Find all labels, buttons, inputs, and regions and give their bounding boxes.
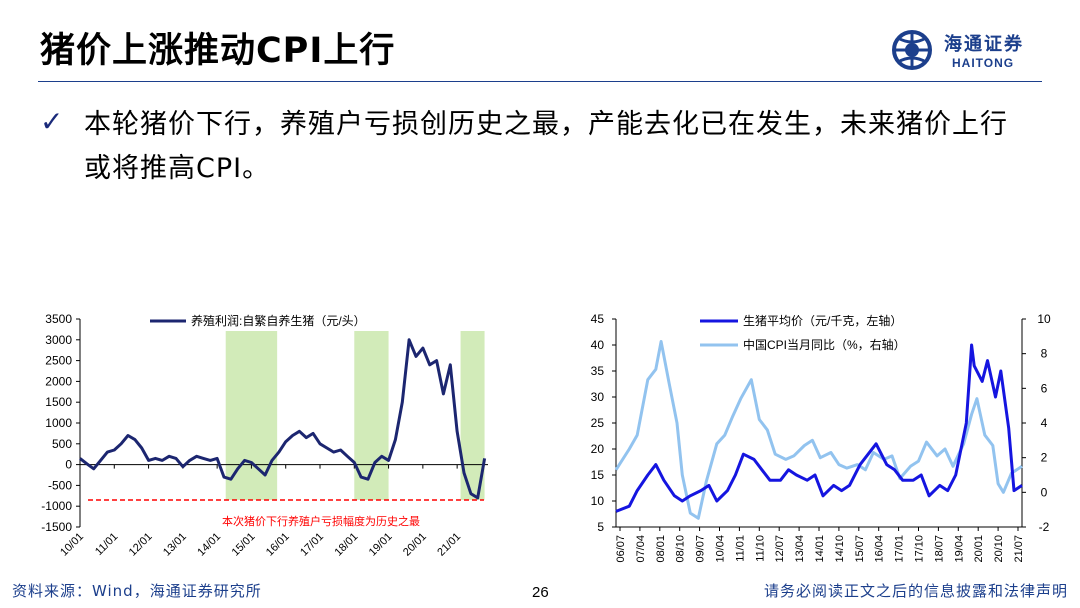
series-line-profit	[79, 338, 487, 500]
y-tick-label: 0	[65, 458, 72, 472]
series-line-pig-price	[615, 343, 1023, 513]
series-line-cpi	[614, 340, 1023, 520]
chart-pig-farming-profit: 3500 3000 2500 2000 1500 1000 500 0 -500 -1000 -15…	[41, 312, 488, 559]
y-tick-label: -1000	[41, 499, 72, 513]
x-tick-label: 15/01	[230, 531, 258, 559]
x-tick-label: 14/01	[814, 535, 826, 563]
x-tick-label: 15/07	[854, 535, 866, 563]
x-tick-label: 08/01	[655, 535, 667, 563]
x-tick-label: 06/07	[615, 535, 627, 563]
y-tick-label-right: -2	[1039, 520, 1050, 534]
x-tick-label: 08/10	[675, 535, 687, 563]
footer-source: 资料来源：Wind，海通证券研究所	[12, 582, 262, 600]
x-tick-label: 13/01	[161, 531, 189, 559]
x-tick-label: 20/01	[973, 535, 985, 563]
x-tick-label: 14/10	[834, 535, 846, 563]
logo-text-en: HAITONG	[952, 56, 1015, 70]
y-tick-label: 1500	[45, 395, 72, 409]
x-tick-label: 20/10	[993, 535, 1005, 563]
x-tick-label: 10/01	[58, 531, 86, 559]
y-tick-label: 1000	[45, 416, 72, 430]
y-tick-label-left: 30	[591, 390, 605, 404]
x-tick-label: 18/07	[933, 535, 945, 563]
x-tick-label: 13/04	[794, 535, 806, 563]
x-tick-label: 11/10	[754, 535, 766, 562]
footer-disclaimer: 请务必阅读正文之后的信息披露和法律声明	[763, 582, 1068, 600]
x-tick-label: 16/04	[874, 535, 886, 563]
x-tick-label: 12/07	[774, 535, 786, 563]
y-tick-label-right: 2	[1041, 451, 1048, 465]
x-tick-label: 17/01	[894, 535, 906, 563]
y-tick-label-left: 45	[591, 312, 605, 326]
page-number: 26	[532, 584, 549, 601]
y-tick-label: 3000	[45, 333, 72, 347]
x-tick-label: 10/04	[715, 535, 727, 563]
legend-label-profit: 养殖利润:自繁自养生猪（元/头）	[191, 313, 366, 328]
company-logo: 海通证券 HAITONG	[888, 26, 1038, 76]
y-tick-label-right: 8	[1041, 347, 1048, 361]
legend-label-cpi: 中国CPI当月同比（%，右轴）	[743, 337, 906, 352]
x-tick-label: 14/01	[195, 531, 223, 559]
y-tick-label-left: 20	[591, 442, 605, 456]
y-tick-label-left: 35	[591, 364, 605, 378]
x-tick-label: 16/01	[264, 531, 292, 559]
y-tick-label-right: 4	[1041, 416, 1048, 430]
y-tick-label: -1500	[41, 520, 72, 534]
x-tick-label: 19/04	[953, 535, 965, 563]
x-tick-label: 17/10	[914, 535, 926, 563]
x-tick-label: 21/07	[1013, 535, 1025, 563]
legend-label-pig-price: 生猪平均价（元/千克，左轴）	[743, 313, 902, 328]
y-tick-label-left: 25	[591, 416, 605, 430]
x-tick-label: 12/01	[127, 531, 155, 559]
y-tick-label: 2000	[45, 374, 72, 388]
x-tick-label: 07/04	[635, 535, 647, 563]
x-tick-label: 20/01	[401, 531, 429, 559]
y-tick-label-left: 40	[591, 338, 605, 352]
check-icon: ✓	[40, 105, 64, 138]
logo-text-cn: 海通证券	[944, 34, 1024, 55]
x-tick-label: 09/07	[695, 535, 707, 563]
x-tick-label: 11/01	[93, 531, 120, 558]
y-tick-label-left: 10	[591, 494, 605, 508]
y-tick-label: 3500	[45, 312, 72, 326]
y-tick-label: -500	[48, 478, 72, 492]
x-tick-label: 21/01	[435, 531, 463, 559]
y-tick-label: 2500	[45, 354, 72, 368]
bullet-text: 本轮猪价下行，养殖户亏损创历史之最，产能去化已在发生，未来猪价上行或将推高CPI…	[84, 109, 1008, 184]
x-tick-label: 17/01	[298, 531, 326, 559]
y-tick-label-right: 6	[1041, 381, 1048, 395]
page-title: 猪价上涨推动CPI上行	[40, 31, 396, 71]
x-tick-label: 18/01	[332, 531, 360, 559]
annotation-record-loss: 本次猪价下行养殖户亏损幅度为历史之最	[222, 514, 420, 528]
y-tick-label-right: 0	[1041, 485, 1048, 499]
y-tick-label-right: 10	[1037, 312, 1051, 326]
y-tick-label-left: 5	[597, 520, 604, 534]
header-divider	[38, 81, 1042, 82]
haitong-logo-icon	[892, 30, 932, 70]
x-tick-label: 11/01	[734, 535, 746, 562]
y-tick-label-left: 15	[591, 468, 605, 482]
x-tick-label: 19/01	[367, 531, 395, 559]
y-tick-label: 500	[52, 437, 72, 451]
